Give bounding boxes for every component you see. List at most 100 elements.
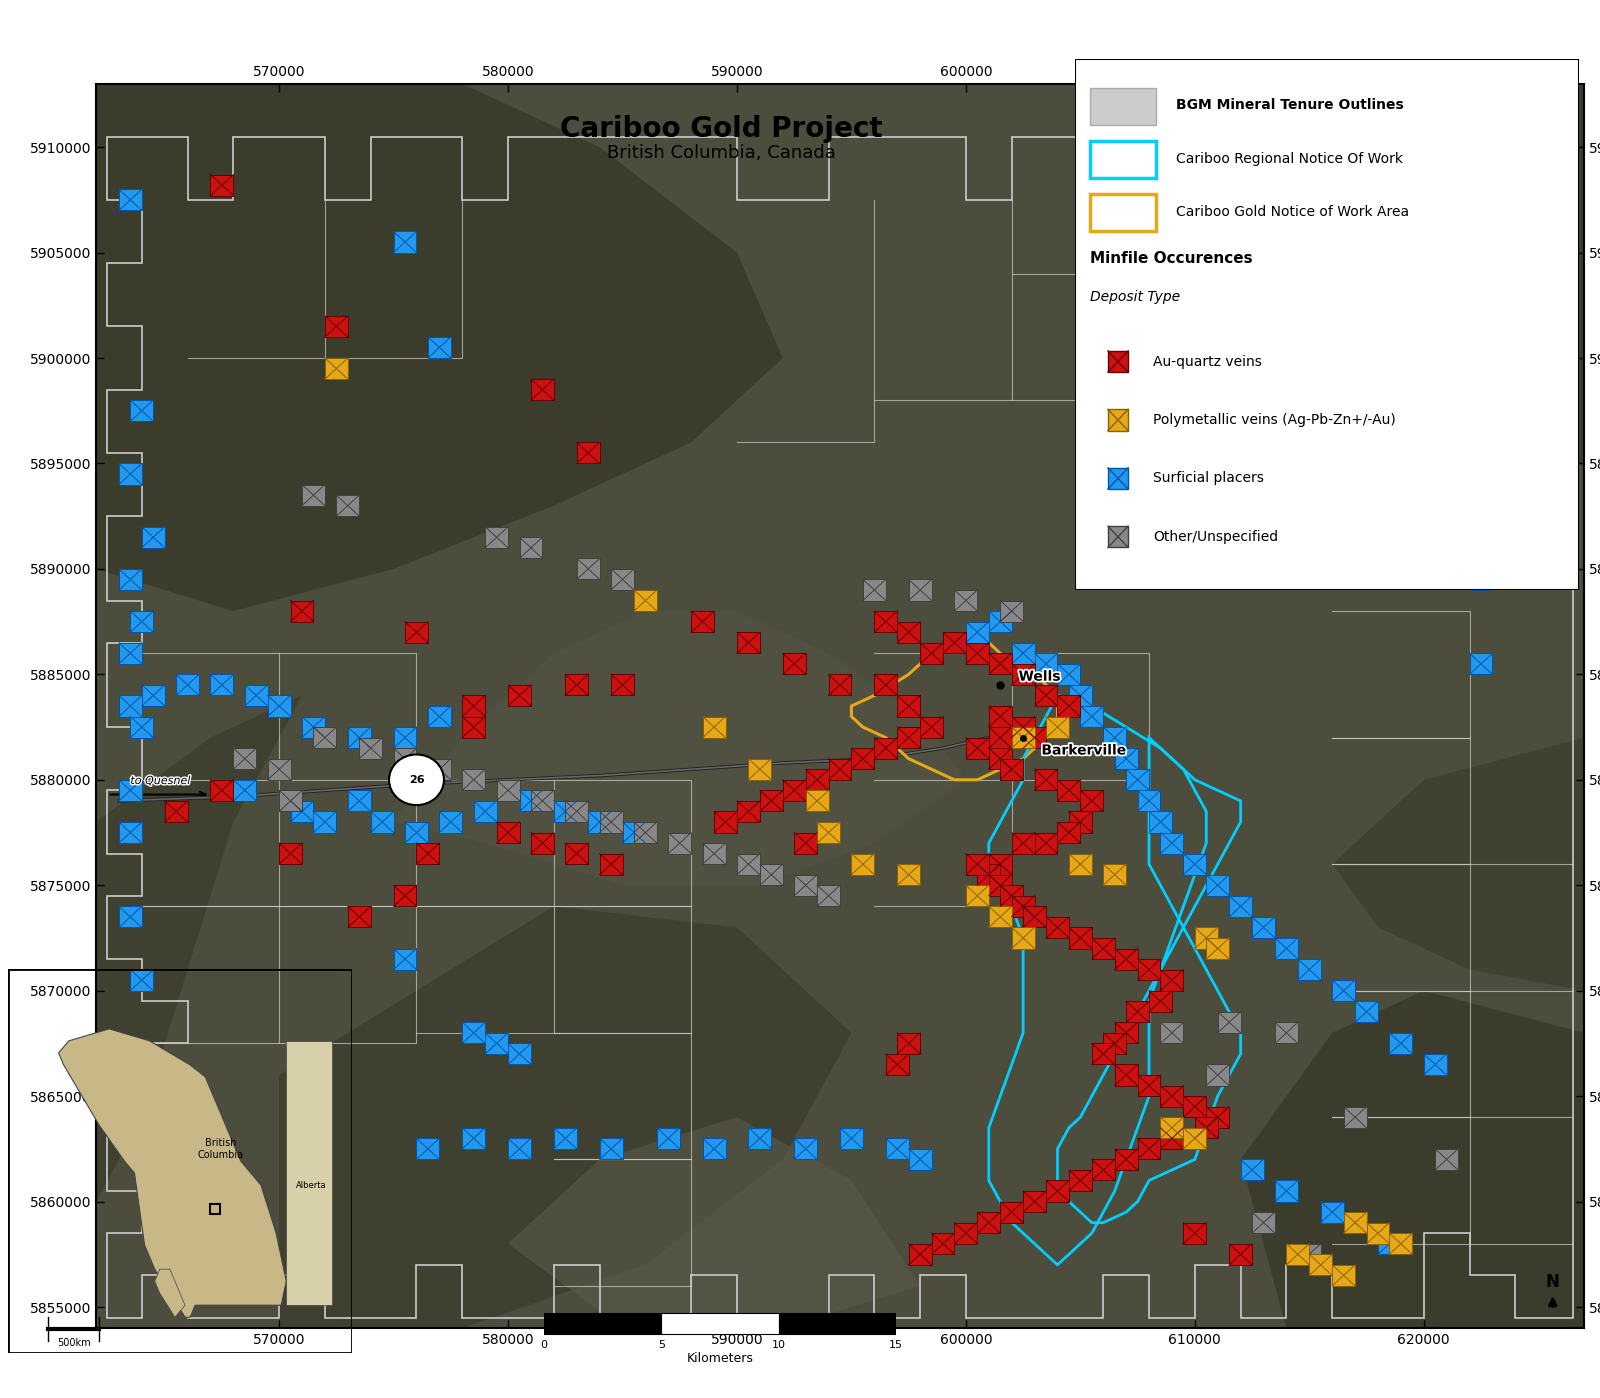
Bar <box>1046 1180 1069 1201</box>
Bar <box>1206 1107 1229 1128</box>
Bar <box>1469 653 1493 674</box>
Bar <box>1022 727 1046 748</box>
Bar <box>1046 717 1069 738</box>
Bar <box>1000 1201 1022 1223</box>
Bar <box>966 622 989 643</box>
Bar <box>840 1128 862 1149</box>
Bar <box>520 790 542 811</box>
Bar <box>130 400 154 421</box>
Text: Other/Unspecified: Other/Unspecified <box>1154 530 1278 544</box>
Bar <box>462 695 485 717</box>
Bar <box>966 885 989 906</box>
Bar <box>1115 948 1138 970</box>
Bar <box>661 1314 779 1334</box>
Polygon shape <box>1195 84 1584 527</box>
Bar <box>1286 1244 1309 1265</box>
Bar <box>898 864 920 885</box>
Bar <box>874 611 898 632</box>
Bar <box>1435 1149 1458 1170</box>
Bar <box>394 727 416 748</box>
Bar <box>1195 927 1218 948</box>
Bar <box>278 790 302 811</box>
Text: Barkerville: Barkerville <box>1042 744 1126 758</box>
Text: Cariboo Regional Notice Of Work: Cariboo Regional Notice Of Work <box>1176 151 1403 165</box>
Bar <box>565 674 589 695</box>
Text: N: N <box>1546 1272 1560 1290</box>
Bar <box>347 790 371 811</box>
Bar <box>1344 1107 1366 1128</box>
Bar <box>1333 980 1355 1001</box>
Bar <box>1000 759 1022 780</box>
Bar <box>898 727 920 748</box>
Bar <box>416 843 440 864</box>
Text: 500km: 500km <box>58 1338 91 1348</box>
Bar <box>1160 1022 1184 1043</box>
Bar <box>600 811 622 833</box>
Bar <box>371 811 394 833</box>
Bar <box>336 495 360 516</box>
FancyBboxPatch shape <box>1075 59 1579 590</box>
Bar <box>1184 1223 1206 1244</box>
Bar <box>1000 885 1022 906</box>
Bar <box>966 643 989 664</box>
Bar <box>1035 769 1058 790</box>
Bar <box>634 590 658 611</box>
Bar <box>909 1149 931 1170</box>
Bar <box>955 1223 978 1244</box>
Polygon shape <box>1333 738 1584 991</box>
Bar <box>576 558 600 579</box>
Bar <box>898 695 920 717</box>
Text: Cariboo Gold Notice of Work Area: Cariboo Gold Notice of Work Area <box>1176 204 1410 218</box>
Bar <box>1344 1212 1366 1233</box>
Bar <box>1022 1191 1046 1212</box>
Bar <box>474 801 496 822</box>
Bar <box>1298 1244 1320 1265</box>
Bar <box>702 843 725 864</box>
Bar <box>1069 811 1091 833</box>
Bar <box>1424 1054 1446 1075</box>
Bar <box>554 801 576 822</box>
Bar <box>1080 790 1104 811</box>
Bar <box>1160 833 1184 854</box>
Bar <box>1160 970 1184 991</box>
Bar <box>302 717 325 738</box>
Bar <box>782 780 806 801</box>
Bar <box>485 527 509 548</box>
Bar <box>1104 727 1126 748</box>
Text: Minfile Occurences: Minfile Occurences <box>1090 252 1253 266</box>
Text: 26: 26 <box>408 774 424 784</box>
Bar <box>1138 959 1160 980</box>
Bar <box>1000 601 1022 622</box>
Bar <box>851 854 874 875</box>
Bar <box>531 379 554 400</box>
Bar <box>738 801 760 822</box>
Bar <box>1184 1096 1206 1117</box>
Bar <box>394 232 416 253</box>
Bar <box>165 801 187 822</box>
Bar <box>874 674 898 695</box>
Bar <box>1011 643 1035 664</box>
Bar <box>1469 569 1493 590</box>
Bar <box>267 759 291 780</box>
Bar <box>782 653 806 674</box>
Bar <box>531 833 554 854</box>
Bar <box>1022 906 1046 927</box>
Bar <box>394 948 416 970</box>
Text: BGM Mineral Tenure Outlines: BGM Mineral Tenure Outlines <box>1176 98 1403 112</box>
Bar <box>1011 927 1035 948</box>
Bar <box>347 727 371 748</box>
Polygon shape <box>96 84 782 611</box>
Bar <box>1126 769 1149 790</box>
Bar <box>738 854 760 875</box>
Text: 5: 5 <box>658 1339 666 1349</box>
Bar <box>1389 1233 1413 1254</box>
Bar <box>1253 1212 1275 1233</box>
Bar <box>806 790 829 811</box>
Bar <box>898 1033 920 1054</box>
Bar <box>314 811 336 833</box>
Bar <box>1149 991 1171 1012</box>
Bar <box>1058 780 1080 801</box>
Bar <box>1229 1244 1253 1265</box>
Bar <box>909 1244 931 1265</box>
Bar <box>1115 1064 1138 1086</box>
